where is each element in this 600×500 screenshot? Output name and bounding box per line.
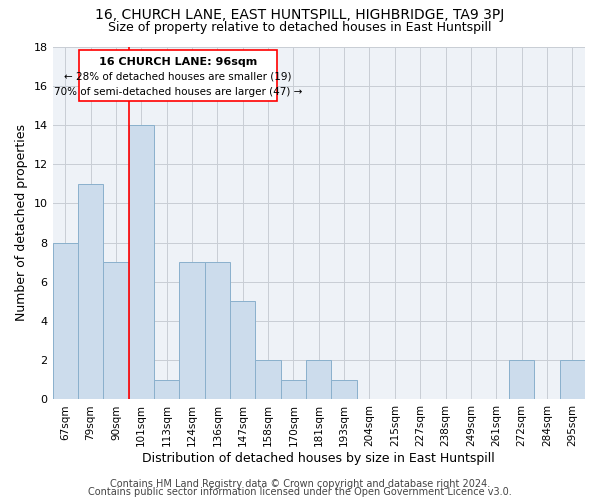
Bar xyxy=(103,262,128,400)
Bar xyxy=(78,184,103,400)
Bar xyxy=(205,262,230,400)
Bar xyxy=(509,360,534,400)
Bar xyxy=(331,380,357,400)
Text: Contains HM Land Registry data © Crown copyright and database right 2024.: Contains HM Land Registry data © Crown c… xyxy=(110,479,490,489)
Y-axis label: Number of detached properties: Number of detached properties xyxy=(15,124,28,322)
Bar xyxy=(256,360,281,400)
Text: 16 CHURCH LANE: 96sqm: 16 CHURCH LANE: 96sqm xyxy=(99,56,257,66)
Text: Contains public sector information licensed under the Open Government Licence v3: Contains public sector information licen… xyxy=(88,487,512,497)
FancyBboxPatch shape xyxy=(79,50,277,102)
Bar xyxy=(560,360,585,400)
Bar xyxy=(230,302,256,400)
Bar xyxy=(281,380,306,400)
Text: 16, CHURCH LANE, EAST HUNTSPILL, HIGHBRIDGE, TA9 3PJ: 16, CHURCH LANE, EAST HUNTSPILL, HIGHBRI… xyxy=(95,8,505,22)
Text: Size of property relative to detached houses in East Huntspill: Size of property relative to detached ho… xyxy=(108,21,492,34)
Bar xyxy=(179,262,205,400)
X-axis label: Distribution of detached houses by size in East Huntspill: Distribution of detached houses by size … xyxy=(142,452,495,465)
Bar xyxy=(306,360,331,400)
Text: 70% of semi-detached houses are larger (47) →: 70% of semi-detached houses are larger (… xyxy=(54,87,302,97)
Bar xyxy=(154,380,179,400)
Bar xyxy=(53,242,78,400)
Text: ← 28% of detached houses are smaller (19): ← 28% of detached houses are smaller (19… xyxy=(64,72,292,82)
Bar xyxy=(128,125,154,400)
